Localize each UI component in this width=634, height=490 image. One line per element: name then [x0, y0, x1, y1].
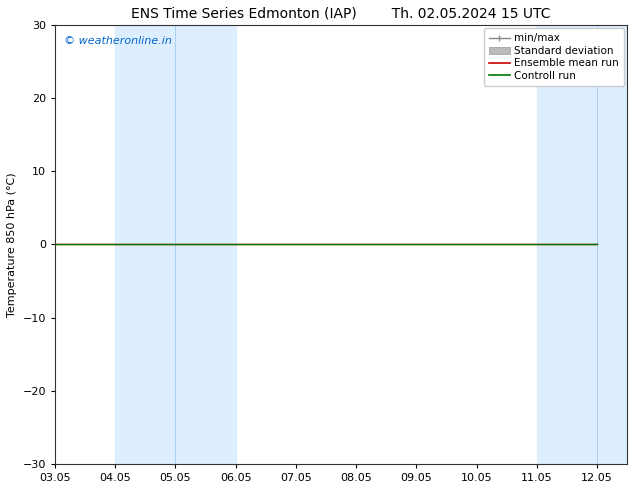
- Bar: [537, 25, 627, 464]
- Y-axis label: Temperature 850 hPa (°C): Temperature 850 hPa (°C): [7, 172, 17, 317]
- Legend: min/max, Standard deviation, Ensemble mean run, Controll run: min/max, Standard deviation, Ensemble me…: [484, 28, 624, 86]
- Title: ENS Time Series Edmonton (IAP)        Th. 02.05.2024 15 UTC: ENS Time Series Edmonton (IAP) Th. 02.05…: [131, 7, 551, 21]
- Bar: [115, 25, 236, 464]
- Text: © weatheronline.in: © weatheronline.in: [63, 36, 171, 46]
